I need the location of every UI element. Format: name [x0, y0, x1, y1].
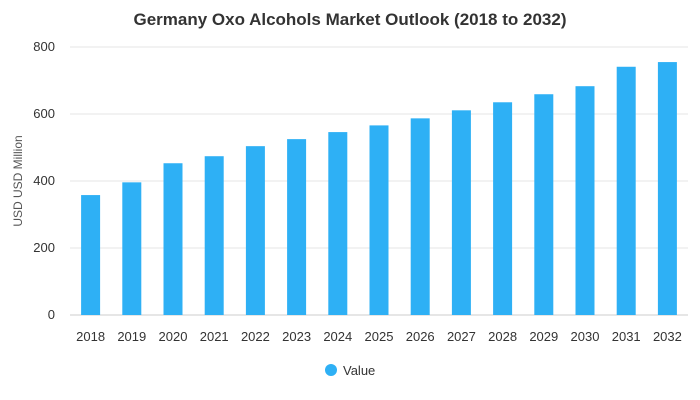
bar-2028[interactable] [493, 102, 512, 315]
x-tick-label: 2032 [653, 329, 682, 344]
bar-2027[interactable] [452, 110, 471, 315]
x-tick-label: 2019 [117, 329, 146, 344]
bar-2019[interactable] [122, 182, 141, 315]
x-tick-label: 2018 [76, 329, 105, 344]
x-tick-label: 2025 [365, 329, 394, 344]
chart-title: Germany Oxo Alcohols Market Outlook (201… [133, 10, 566, 29]
y-tick-label: 400 [33, 173, 55, 188]
bar-2031[interactable] [617, 67, 636, 315]
bar-2029[interactable] [534, 94, 553, 315]
x-tick-label: 2020 [159, 329, 188, 344]
x-tick-label: 2030 [571, 329, 600, 344]
x-tick-label: 2023 [282, 329, 311, 344]
y-tick-label: 200 [33, 240, 55, 255]
bar-2026[interactable] [411, 118, 430, 315]
bar-2023[interactable] [287, 139, 306, 315]
bar-2020[interactable] [164, 163, 183, 315]
bar-2022[interactable] [246, 146, 265, 315]
bar-2032[interactable] [658, 62, 677, 315]
x-tick-label: 2027 [447, 329, 476, 344]
x-tick-label: 2026 [406, 329, 435, 344]
bar-2021[interactable] [205, 156, 224, 315]
y-tick-label: 0 [48, 307, 55, 322]
bars [81, 62, 677, 315]
x-axis-ticks: 2018 2019 2020 2021 2022 2023 2024 2025 2026 2027… [76, 329, 682, 344]
y-tick-label: 600 [33, 106, 55, 121]
legend-swatch-icon [325, 364, 337, 376]
x-tick-label: 2022 [241, 329, 270, 344]
y-tick-label: 800 [33, 39, 55, 54]
legend[interactable]: Value [325, 363, 375, 378]
y-axis-title: USD USD Million [11, 135, 25, 226]
x-tick-label: 2029 [529, 329, 558, 344]
bar-2030[interactable] [576, 86, 595, 315]
x-tick-label: 2021 [200, 329, 229, 344]
y-axis-ticks: 0 200 400 600 800 [33, 39, 55, 322]
x-tick-label: 2024 [323, 329, 352, 344]
bar-2024[interactable] [328, 132, 347, 315]
x-tick-label: 2028 [488, 329, 517, 344]
x-tick-label: 2031 [612, 329, 641, 344]
legend-label: Value [343, 363, 375, 378]
bar-2018[interactable] [81, 195, 100, 315]
bar-2025[interactable] [370, 125, 389, 315]
